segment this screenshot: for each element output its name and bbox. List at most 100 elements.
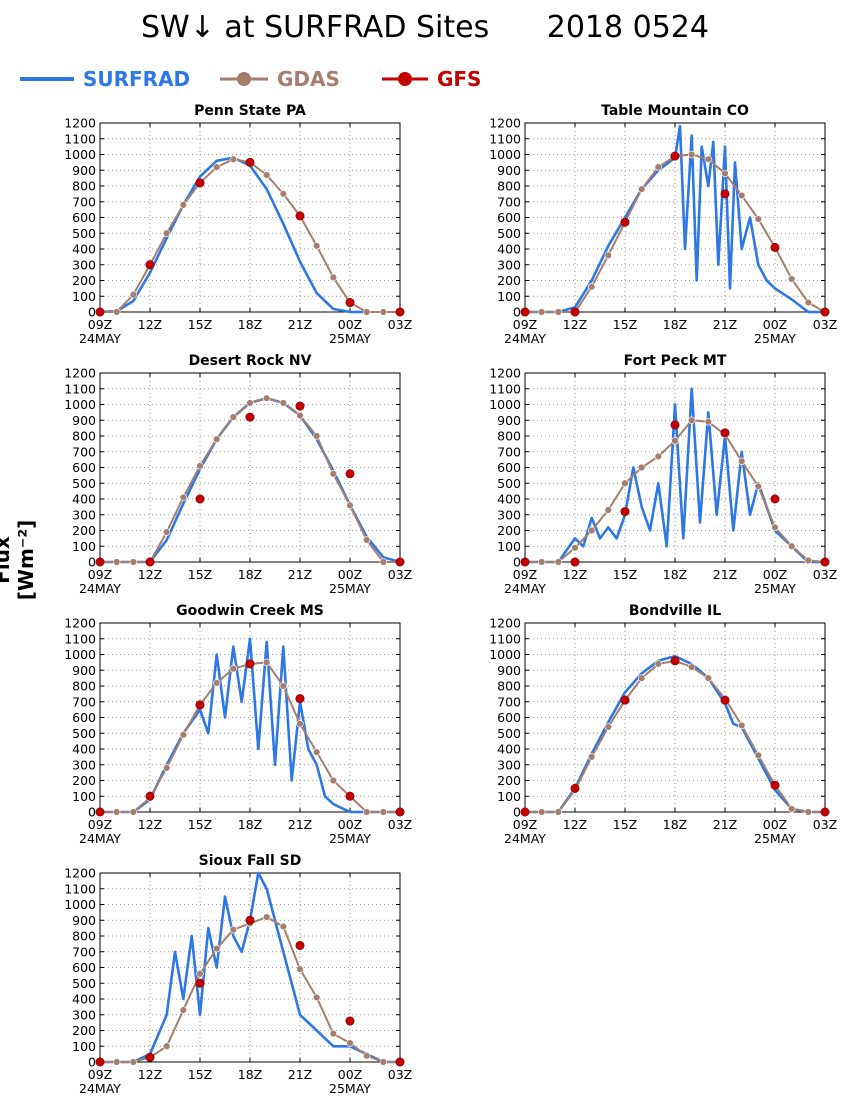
y-tick-label: 700 bbox=[72, 194, 96, 209]
data-point-gdas bbox=[379, 558, 388, 566]
data-point-gdas bbox=[312, 242, 321, 250]
data-point-gfs bbox=[570, 783, 580, 793]
data-point-gdas bbox=[654, 452, 663, 461]
x-date-label-mid: 25MAY bbox=[754, 581, 796, 596]
x-tick-label: 00Z bbox=[338, 317, 362, 332]
data-point-gfs bbox=[770, 780, 780, 790]
data-point-gfs bbox=[770, 242, 780, 252]
data-point-gfs bbox=[195, 178, 205, 188]
chart-title: SW↓ at SURFRAD Sites 2018 0524 bbox=[0, 10, 850, 45]
data-point-gdas bbox=[129, 558, 138, 566]
legend-gfs: GFS bbox=[380, 64, 481, 94]
y-tick-label: 300 bbox=[72, 1007, 96, 1022]
y-tick-label: 800 bbox=[497, 429, 521, 444]
data-point-gdas bbox=[229, 155, 238, 163]
x-date-label-start: 24MAY bbox=[504, 331, 546, 346]
series-line-surfrad bbox=[99, 156, 367, 314]
x-date-label-start: 24MAY bbox=[79, 581, 121, 596]
data-point-gfs bbox=[95, 557, 105, 567]
x-tick-label: 09Z bbox=[513, 817, 537, 832]
y-tick-label: 1000 bbox=[64, 147, 96, 162]
y-tick-label: 700 bbox=[72, 444, 96, 459]
data-point-gfs bbox=[195, 700, 205, 710]
data-point-gdas bbox=[212, 944, 221, 953]
x-tick-label: 03Z bbox=[388, 317, 412, 332]
data-point-gfs bbox=[345, 298, 355, 308]
data-point-gdas bbox=[279, 922, 288, 931]
data-point-gfs bbox=[670, 151, 680, 161]
y-tick-label: 600 bbox=[497, 210, 521, 225]
data-point-gdas bbox=[537, 308, 546, 316]
series-line-surfrad bbox=[100, 871, 400, 1064]
data-point-gfs bbox=[395, 1057, 405, 1067]
data-point-gfs bbox=[720, 695, 730, 705]
x-tick-label: 15Z bbox=[613, 817, 637, 832]
data-point-gdas bbox=[604, 723, 613, 731]
x-tick-label: 09Z bbox=[88, 567, 112, 582]
data-point-gdas bbox=[571, 544, 579, 552]
data-point-gfs bbox=[295, 401, 305, 411]
data-point-gdas bbox=[329, 1029, 338, 1038]
data-point-gdas bbox=[162, 229, 171, 237]
data-point-gfs bbox=[295, 940, 305, 950]
y-tick-label: 500 bbox=[497, 726, 521, 741]
data-point-gdas bbox=[212, 163, 221, 171]
x-tick-label: 00Z bbox=[338, 567, 362, 582]
data-point-gfs bbox=[245, 412, 255, 422]
x-date-label-start: 24MAY bbox=[79, 1081, 121, 1096]
y-tick-label: 1200 bbox=[64, 366, 96, 381]
data-point-gfs bbox=[95, 307, 105, 317]
y-tick-label: 800 bbox=[497, 679, 521, 694]
y-tick-label: 900 bbox=[497, 663, 521, 678]
data-point-gdas bbox=[362, 1051, 371, 1060]
data-point-gdas bbox=[362, 308, 371, 316]
x-tick-label: 15Z bbox=[188, 567, 212, 582]
x-tick-label: 09Z bbox=[513, 317, 537, 332]
x-tick-label: 12Z bbox=[563, 567, 587, 582]
y-tick-label: 900 bbox=[72, 163, 96, 178]
data-point-gfs bbox=[295, 694, 305, 704]
data-point-gdas bbox=[312, 432, 321, 440]
data-point-gfs bbox=[570, 557, 580, 567]
data-point-gdas bbox=[704, 418, 713, 426]
data-point-gdas bbox=[804, 298, 813, 307]
y-tick-label: 800 bbox=[72, 929, 96, 944]
y-tick-label: 600 bbox=[72, 460, 96, 475]
data-point-gfs bbox=[345, 1016, 355, 1026]
x-tick-label: 15Z bbox=[188, 317, 212, 332]
y-tick-label: 200 bbox=[72, 273, 96, 288]
y-tick-label: 900 bbox=[497, 413, 521, 428]
y-tick-label: 1200 bbox=[64, 866, 96, 881]
data-point-gdas bbox=[362, 536, 371, 544]
x-tick-label: 12Z bbox=[563, 817, 587, 832]
data-point-gdas bbox=[621, 479, 629, 487]
y-tick-label: 400 bbox=[72, 242, 96, 257]
y-tick-label: 200 bbox=[72, 523, 96, 538]
y-tick-label: 0 bbox=[513, 555, 521, 570]
y-tick-label: 200 bbox=[72, 1023, 96, 1038]
data-point-gdas bbox=[537, 558, 546, 566]
data-point-gdas bbox=[687, 416, 696, 424]
data-point-gdas bbox=[754, 482, 763, 491]
data-point-gdas bbox=[279, 190, 288, 198]
panel-penn-state-pa: Penn State PA 010020030040050060070080090… bbox=[64, 103, 412, 346]
x-tick-label: 18Z bbox=[238, 1067, 262, 1082]
data-point-gfs bbox=[620, 695, 630, 705]
data-point-gdas bbox=[329, 470, 338, 478]
data-point-gdas bbox=[179, 731, 188, 739]
title-date: 2018 0524 bbox=[546, 10, 709, 45]
data-point-gdas bbox=[379, 808, 388, 816]
y-tick-label: 0 bbox=[513, 305, 521, 320]
data-point-gdas bbox=[162, 528, 171, 536]
data-point-gfs bbox=[245, 915, 255, 925]
data-point-gfs bbox=[395, 307, 405, 317]
x-date-label-mid: 25MAY bbox=[329, 581, 371, 596]
x-tick-label: 03Z bbox=[388, 567, 412, 582]
y-tick-label: 600 bbox=[72, 210, 96, 225]
data-point-gdas bbox=[587, 283, 596, 291]
data-point-gdas bbox=[129, 808, 138, 816]
data-point-gdas bbox=[179, 201, 188, 209]
data-point-gdas bbox=[229, 413, 238, 421]
data-point-gdas bbox=[604, 506, 613, 514]
